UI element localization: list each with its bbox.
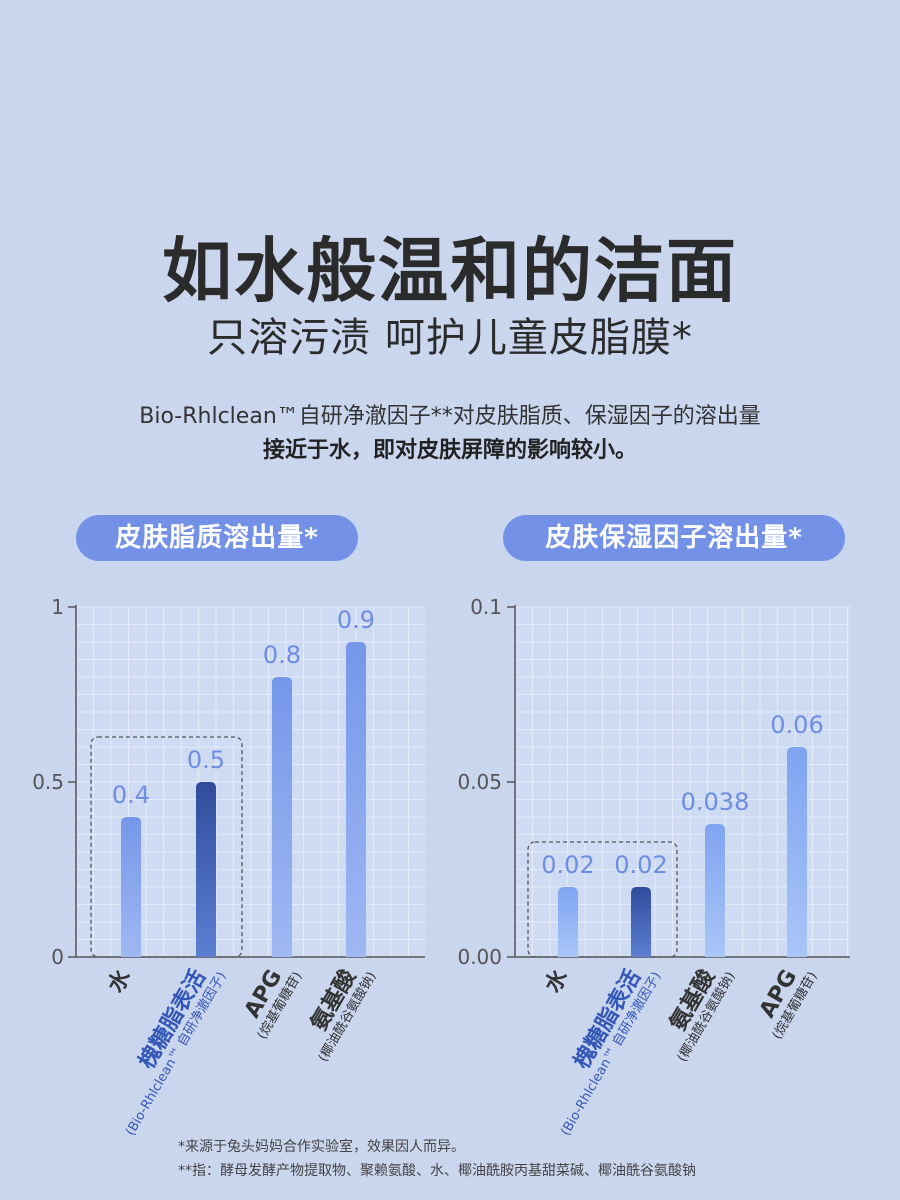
bar-value-label: 0.038 — [681, 788, 750, 816]
bar — [558, 887, 578, 957]
y-tick-label: 0.1 — [470, 595, 502, 619]
bar — [346, 642, 366, 957]
comparison-box — [527, 841, 678, 958]
bar — [705, 824, 725, 957]
bar-value-label: 0.06 — [770, 711, 823, 739]
bar-value-label: 0.02 — [614, 851, 667, 879]
chart-title-moisture: 皮肤保湿因子溶出量* — [503, 515, 845, 561]
y-tick-label: 0 — [51, 945, 64, 969]
bar — [272, 677, 292, 957]
bar — [196, 782, 216, 957]
bar-value-label: 0.9 — [337, 606, 375, 634]
bar — [631, 887, 651, 957]
y-tick-label: 1 — [51, 595, 64, 619]
bar-value-label: 0.5 — [187, 746, 225, 774]
bar-value-label: 0.4 — [112, 781, 150, 809]
x-category-label: 水 — [541, 965, 574, 997]
x-category-label: 水 — [104, 965, 137, 997]
page-subtitle: 只溶污渍 呵护儿童皮脂膜* — [207, 315, 693, 361]
bar-value-label: 0.02 — [541, 851, 594, 879]
y-tick-label: 0.5 — [32, 770, 64, 794]
y-tick-label: 0.00 — [457, 945, 502, 969]
footnotes: *来源于兔头妈妈合作实验室，效果因人而异。 **指：酵母发酵产物提取物、聚赖氨酸… — [178, 1135, 696, 1183]
footnote-1: *来源于兔头妈妈合作实验室，效果因人而异。 — [178, 1139, 465, 1155]
footnote-2: **指：酵母发酵产物提取物、聚赖氨酸、水、椰油酰胺丙基甜菜碱、椰油酰谷氨酸钠 — [178, 1163, 696, 1179]
bar — [787, 747, 807, 957]
bar-value-label: 0.8 — [263, 641, 301, 669]
bar — [121, 817, 141, 957]
description-line-1: Bio-Rhlclean™自研净澈因子**对皮肤脂质、保湿因子的溶出量 — [139, 404, 761, 429]
chart-title-lipid: 皮肤脂质溶出量* — [76, 515, 358, 561]
description-line-2: 接近于水，即对皮肤屏障的影响较小。 — [262, 438, 637, 463]
page-title: 如水般温和的洁面 — [162, 230, 738, 312]
y-tick-label: 0.05 — [457, 770, 502, 794]
